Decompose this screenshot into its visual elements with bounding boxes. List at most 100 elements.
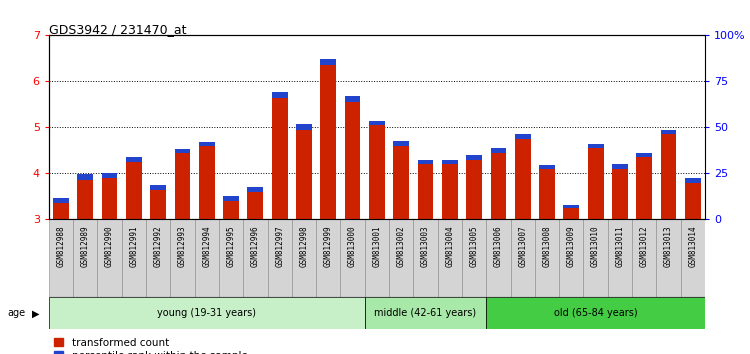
- Bar: [442, 160, 458, 164]
- Bar: [49, 297, 364, 329]
- Bar: [636, 157, 652, 219]
- Bar: [248, 187, 263, 192]
- Bar: [588, 143, 604, 148]
- Text: GSM813009: GSM813009: [567, 226, 576, 267]
- Bar: [53, 203, 69, 219]
- Bar: [49, 219, 73, 297]
- Bar: [122, 219, 146, 297]
- Bar: [560, 219, 584, 297]
- Bar: [608, 219, 632, 297]
- Bar: [588, 148, 604, 219]
- Bar: [199, 142, 214, 146]
- Bar: [77, 175, 93, 180]
- Bar: [466, 155, 482, 160]
- Text: GDS3942 / 231470_at: GDS3942 / 231470_at: [49, 23, 186, 36]
- Bar: [563, 205, 579, 208]
- Text: GSM812989: GSM812989: [81, 226, 90, 267]
- Bar: [320, 65, 336, 219]
- Bar: [292, 219, 316, 297]
- Bar: [393, 141, 409, 146]
- Bar: [98, 219, 122, 297]
- Bar: [514, 134, 530, 139]
- Bar: [101, 173, 118, 178]
- Bar: [272, 92, 287, 97]
- Bar: [661, 130, 676, 134]
- Bar: [224, 201, 239, 219]
- Bar: [681, 219, 705, 297]
- Bar: [296, 124, 312, 130]
- Bar: [243, 219, 268, 297]
- Text: GSM813008: GSM813008: [542, 226, 551, 267]
- Legend: transformed count, percentile rank within the sample: transformed count, percentile rank withi…: [54, 338, 248, 354]
- Bar: [466, 160, 482, 219]
- Bar: [612, 164, 628, 169]
- Text: age: age: [8, 308, 26, 318]
- Bar: [175, 153, 190, 219]
- Bar: [413, 219, 438, 297]
- Bar: [150, 185, 166, 189]
- Bar: [170, 219, 194, 297]
- Bar: [199, 146, 214, 219]
- Text: GSM812995: GSM812995: [226, 226, 236, 267]
- Text: GSM813005: GSM813005: [470, 226, 478, 267]
- Bar: [490, 153, 506, 219]
- Bar: [462, 219, 486, 297]
- Text: GSM812993: GSM812993: [178, 226, 187, 267]
- Bar: [511, 219, 535, 297]
- Bar: [418, 164, 434, 219]
- Text: GSM813001: GSM813001: [372, 226, 381, 267]
- Bar: [101, 178, 118, 219]
- Bar: [442, 164, 458, 219]
- Bar: [248, 192, 263, 219]
- Bar: [364, 297, 486, 329]
- Bar: [389, 219, 413, 297]
- Bar: [486, 297, 705, 329]
- Bar: [345, 102, 361, 219]
- Text: GSM813002: GSM813002: [397, 226, 406, 267]
- Text: GSM813014: GSM813014: [688, 226, 698, 267]
- Bar: [438, 219, 462, 297]
- Bar: [539, 165, 555, 169]
- Bar: [632, 219, 656, 297]
- Bar: [539, 169, 555, 219]
- Text: middle (42-61 years): middle (42-61 years): [374, 308, 476, 318]
- Bar: [126, 162, 142, 219]
- Text: GSM812996: GSM812996: [251, 226, 260, 267]
- Bar: [316, 219, 340, 297]
- Bar: [126, 157, 142, 162]
- Text: GSM813004: GSM813004: [446, 226, 454, 267]
- Text: GSM813006: GSM813006: [494, 226, 503, 267]
- Text: GSM813013: GSM813013: [664, 226, 673, 267]
- Text: GSM813000: GSM813000: [348, 226, 357, 267]
- Bar: [146, 219, 170, 297]
- Text: ▶: ▶: [32, 308, 40, 318]
- Bar: [296, 130, 312, 219]
- Bar: [194, 219, 219, 297]
- Bar: [636, 153, 652, 157]
- Bar: [219, 219, 243, 297]
- Text: old (65-84 years): old (65-84 years): [554, 308, 638, 318]
- Bar: [685, 183, 700, 219]
- Text: GSM813010: GSM813010: [591, 226, 600, 267]
- Text: GSM813007: GSM813007: [518, 226, 527, 267]
- Text: GSM812998: GSM812998: [299, 226, 308, 267]
- Bar: [320, 59, 336, 65]
- Text: young (19-31 years): young (19-31 years): [158, 308, 256, 318]
- Bar: [369, 120, 385, 125]
- Bar: [77, 181, 93, 219]
- Bar: [369, 125, 385, 219]
- Text: GSM812992: GSM812992: [154, 226, 163, 267]
- Bar: [656, 219, 681, 297]
- Text: GSM812990: GSM812990: [105, 226, 114, 267]
- Text: GSM813012: GSM813012: [640, 226, 649, 267]
- Bar: [150, 190, 166, 219]
- Bar: [418, 160, 434, 164]
- Bar: [340, 219, 364, 297]
- Text: GSM812988: GSM812988: [56, 226, 65, 267]
- Bar: [364, 219, 389, 297]
- Bar: [175, 149, 190, 153]
- Bar: [535, 219, 560, 297]
- Bar: [272, 97, 287, 219]
- Bar: [584, 219, 608, 297]
- Bar: [661, 135, 676, 219]
